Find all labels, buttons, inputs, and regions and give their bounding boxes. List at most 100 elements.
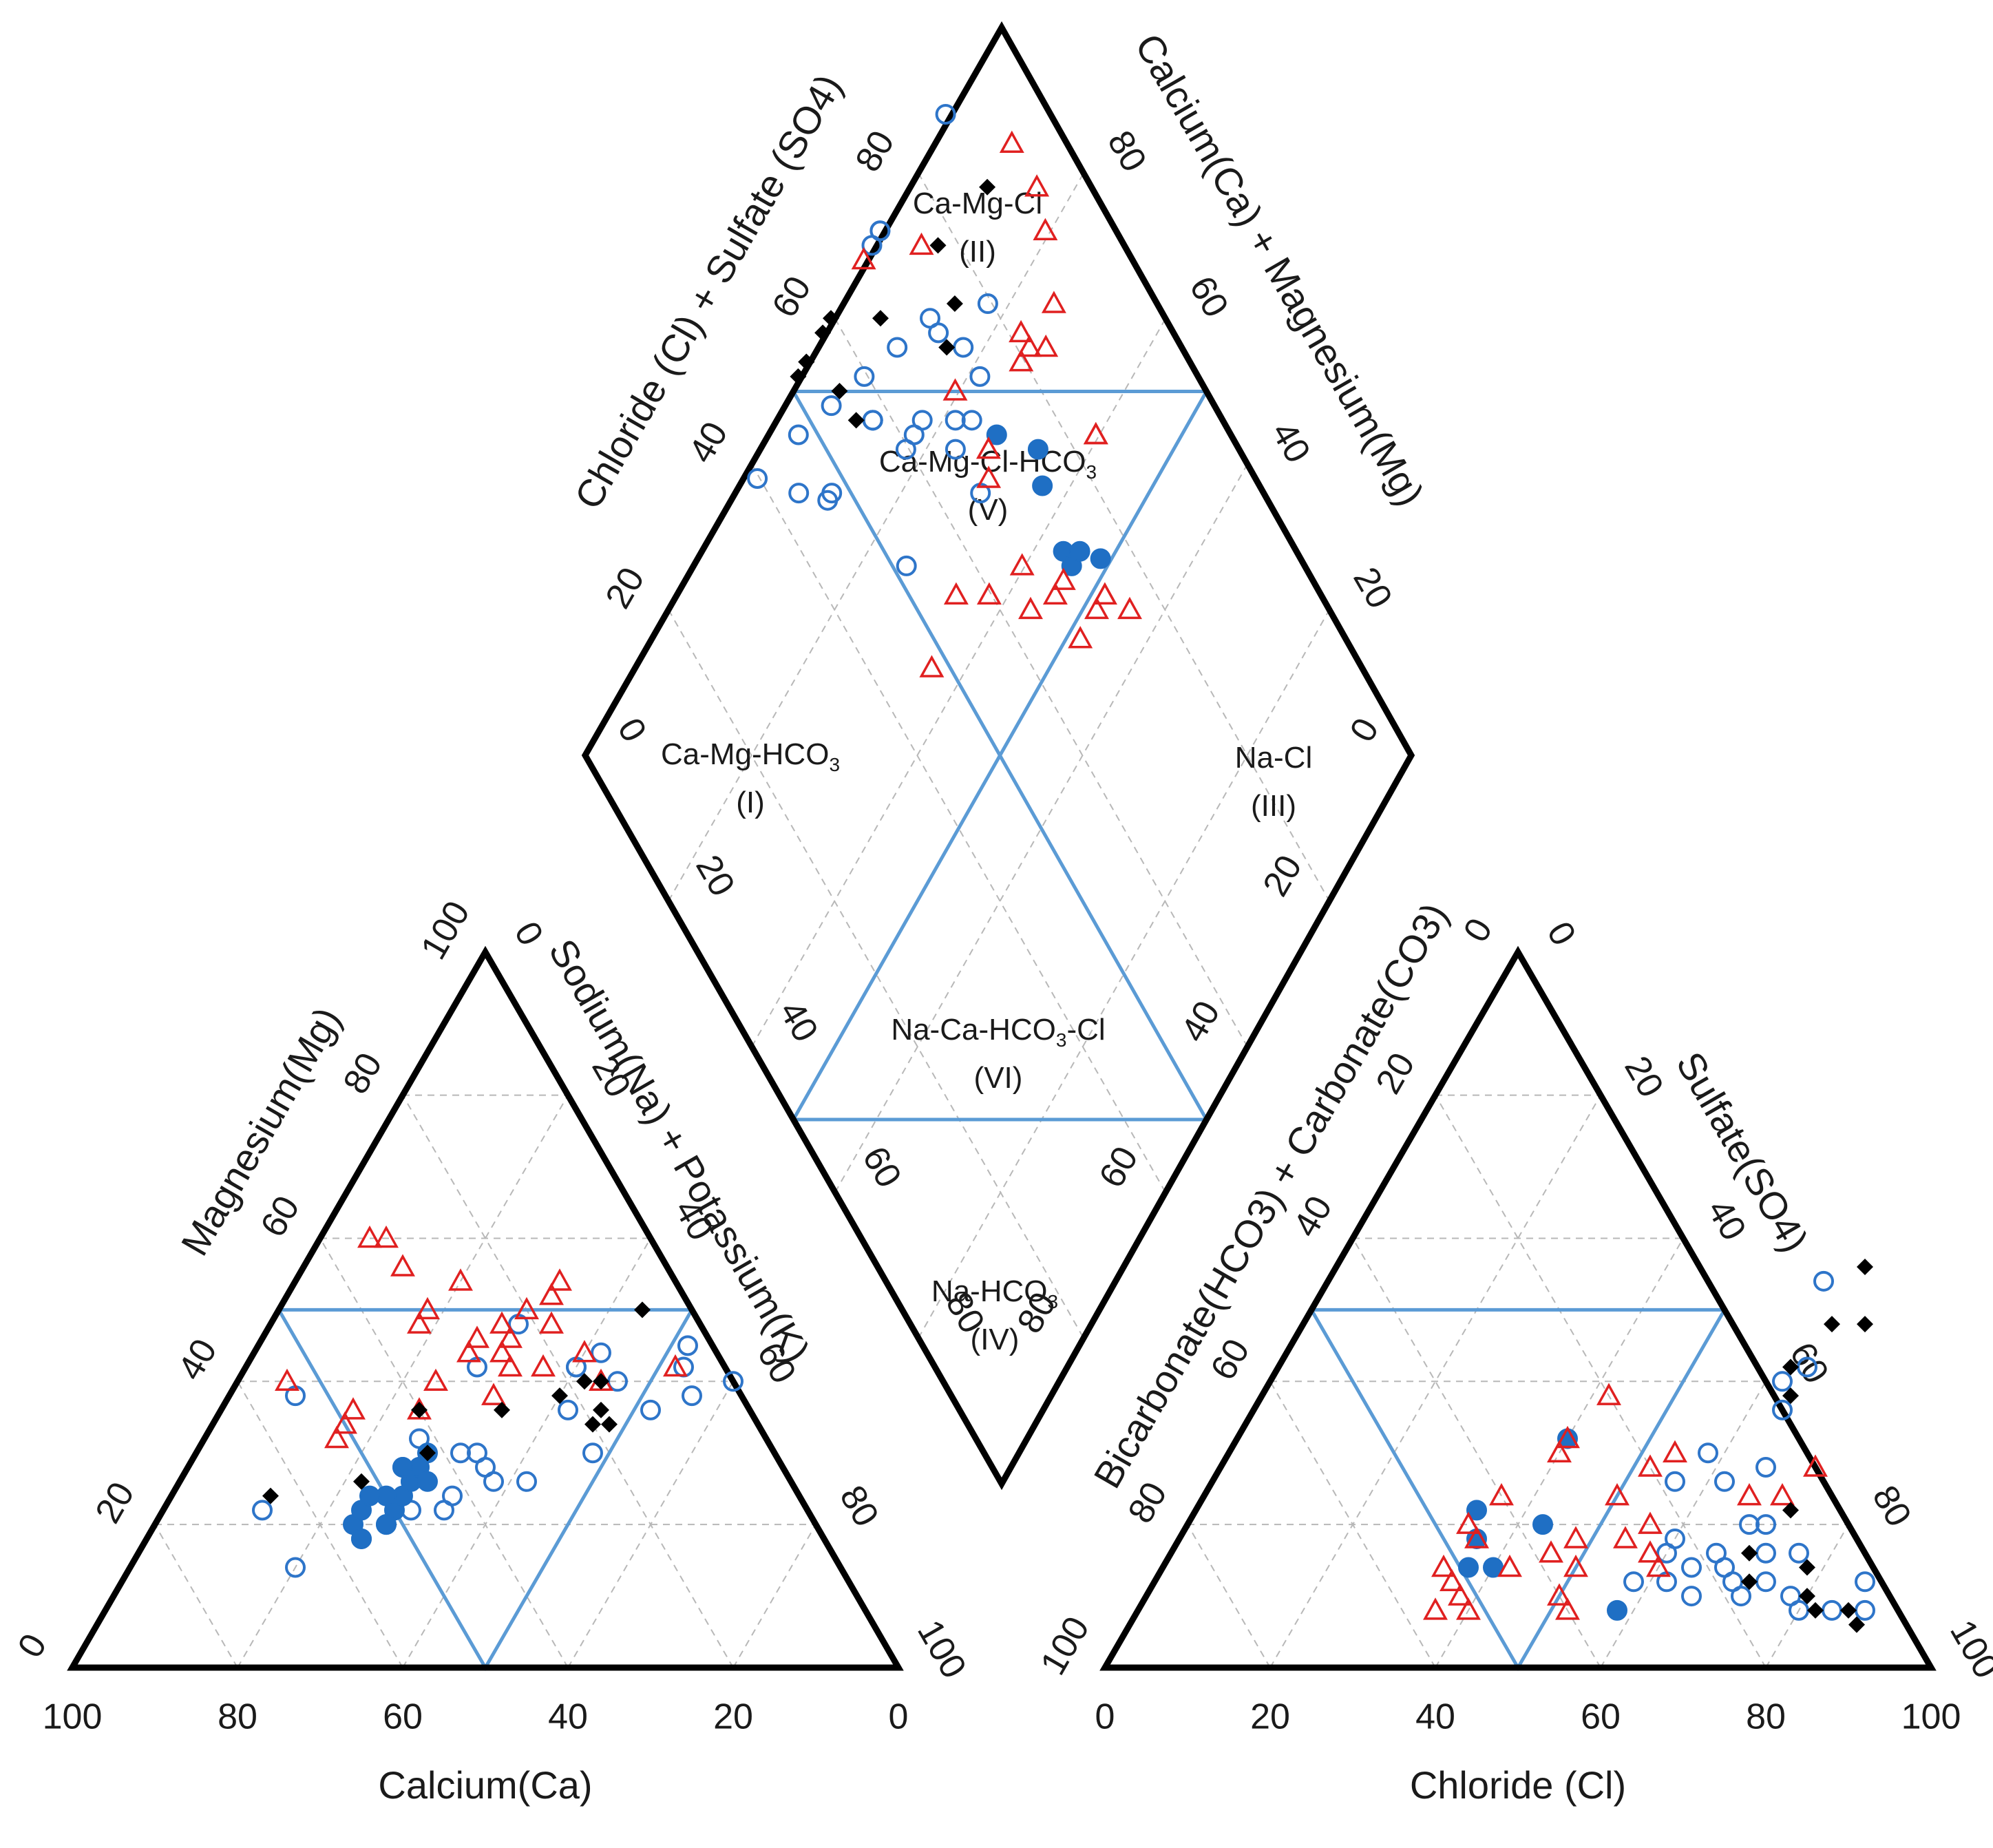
diamond-point-triangle [1083, 421, 1108, 445]
frame-layer [67, 21, 1937, 1671]
diamond-point-diamond [814, 324, 832, 342]
anion-point-open-circle [1755, 1571, 1776, 1593]
anion-point-triangle [1547, 1583, 1572, 1606]
cation-point-open-circle [591, 1342, 611, 1363]
diamond-upper-right-tick: 20 [1345, 560, 1400, 615]
cation-point-filled-circle [359, 1485, 380, 1506]
anion-point-diamond [1824, 1316, 1840, 1333]
anion-point-triangle [1539, 1540, 1563, 1563]
cation-point-open-circle [516, 1471, 537, 1492]
anion-point-triangle [1563, 1526, 1588, 1548]
anion-point-open-circle [1755, 1457, 1776, 1478]
diamond-point-triangle [1018, 596, 1043, 620]
anion-point-open-circle [1755, 1542, 1776, 1564]
diamond-point-filled-circle [1027, 439, 1048, 460]
anion-left-axis-label: Bicarbonate(HCO3) + Carbonate(CO3) [1085, 896, 1456, 1495]
anion-point-diamond [1741, 1573, 1758, 1590]
cation-point-open-circle [252, 1500, 273, 1521]
cation-point-triangle [448, 1268, 473, 1291]
anion-point-open-circle [1681, 1586, 1702, 1607]
anion-point-triangle [1638, 1511, 1663, 1534]
diamond-point-filled-circle [1090, 548, 1111, 569]
hydrochemical-zone-lines [275, 390, 1728, 1671]
diamond-frame [581, 21, 1415, 1491]
diamond-lower-left-tick: 0 [609, 711, 654, 748]
diamond-upper-right-tick: 60 [1181, 270, 1236, 324]
anion-grid-a [1187, 1524, 1271, 1668]
diamond-lower-right-tick: 0 [1342, 711, 1387, 748]
diamond-grid-a [751, 463, 1166, 1193]
anion-point-triangle [1489, 1482, 1514, 1506]
diamond-point-diamond [823, 310, 839, 327]
cation-point-triangle [539, 1311, 564, 1334]
anion-right-tick: 80 [1864, 1479, 1919, 1533]
anion-point-triangle [1448, 1583, 1473, 1606]
cation-point-triangle [514, 1296, 539, 1320]
diamond-point-triangle [909, 232, 934, 255]
anion-point-triangle [1638, 1540, 1663, 1563]
cation-point-diamond [411, 1401, 428, 1418]
cation-point-filled-circle [351, 1528, 372, 1549]
anion-grid-b [1765, 1524, 1849, 1668]
anion-point-open-circle [1789, 1542, 1809, 1564]
diamond-upper-right-tick: 80 [1099, 124, 1154, 178]
cation-point-diamond [576, 1373, 593, 1390]
cation-point-triangle [324, 1425, 349, 1449]
anion-point-open-circle [1822, 1599, 1842, 1621]
cation-point-triangle [465, 1325, 489, 1348]
diamond-zone-diag-b [792, 390, 1208, 1121]
cation-point-filled-circle [417, 1471, 438, 1492]
diamond-point-open-circle [788, 483, 810, 504]
anion-point-open-circle [1813, 1270, 1834, 1292]
cation-grid-a [319, 1237, 569, 1668]
anion-point-triangle [1563, 1554, 1588, 1577]
cation-point-diamond [584, 1416, 601, 1433]
diamond-point-open-circle [861, 235, 883, 256]
anion-point-filled-circle [1607, 1599, 1627, 1621]
diamond-lower-right-tick: 60 [1092, 1140, 1146, 1195]
zone-label: Na-Cl [1235, 741, 1312, 775]
anion-point-open-circle [1772, 1371, 1793, 1392]
diamond-point-triangle [1051, 567, 1076, 590]
diamond-grid-b [918, 609, 1330, 1338]
anion-point-diamond [1782, 1502, 1799, 1519]
diamond-point-diamond [946, 295, 963, 313]
diamond-point-triangle [976, 437, 1001, 459]
diamond-point-triangle [1084, 596, 1109, 620]
cation-point-triangle [341, 1397, 366, 1420]
diamond-point-triangle [943, 582, 969, 605]
cation-point-triangle [423, 1368, 448, 1392]
anion-bottom-tick: 0 [1095, 1697, 1115, 1737]
diamond-point-diamond [847, 412, 865, 429]
cation-point-open-circle [582, 1442, 603, 1464]
diamond-point-triangle [1009, 553, 1035, 576]
diamond-point-open-circle [862, 410, 883, 431]
anion-point-open-circle [1855, 1571, 1875, 1593]
cation-point-triangle [663, 1354, 688, 1377]
diamond-point-open-circle [961, 410, 982, 431]
cation-left-tick: 40 [171, 1332, 225, 1387]
anion-point-open-circle [1681, 1557, 1702, 1578]
anion-bottom-tick: 100 [1901, 1697, 1961, 1737]
anion-point-open-circle [1772, 1399, 1793, 1420]
cation-point-diamond [262, 1487, 279, 1504]
diamond-point-triangle [1033, 334, 1059, 357]
cation-left-tick: 20 [88, 1476, 143, 1530]
cation-point-diamond [593, 1401, 609, 1418]
anion-point-triangle [1605, 1482, 1630, 1506]
diamond-point-triangle [976, 582, 1002, 605]
diamond-point-open-circle [817, 490, 839, 511]
cation-grid-a [402, 1095, 734, 1668]
diamond-upper-left-tick: 60 [765, 270, 819, 324]
cation-grid-b [237, 1095, 569, 1668]
anion-point-triangle [1464, 1526, 1489, 1548]
cation-point-triangle [531, 1354, 556, 1377]
diamond-point-open-circle [945, 439, 966, 460]
diamond-point-filled-circle [1069, 540, 1090, 562]
anion-point-filled-circle [1466, 1500, 1487, 1521]
zone-numeral: (IV) [971, 1323, 1020, 1356]
anion-point-triangle [1737, 1482, 1762, 1506]
anion-point-triangle [1803, 1454, 1828, 1477]
